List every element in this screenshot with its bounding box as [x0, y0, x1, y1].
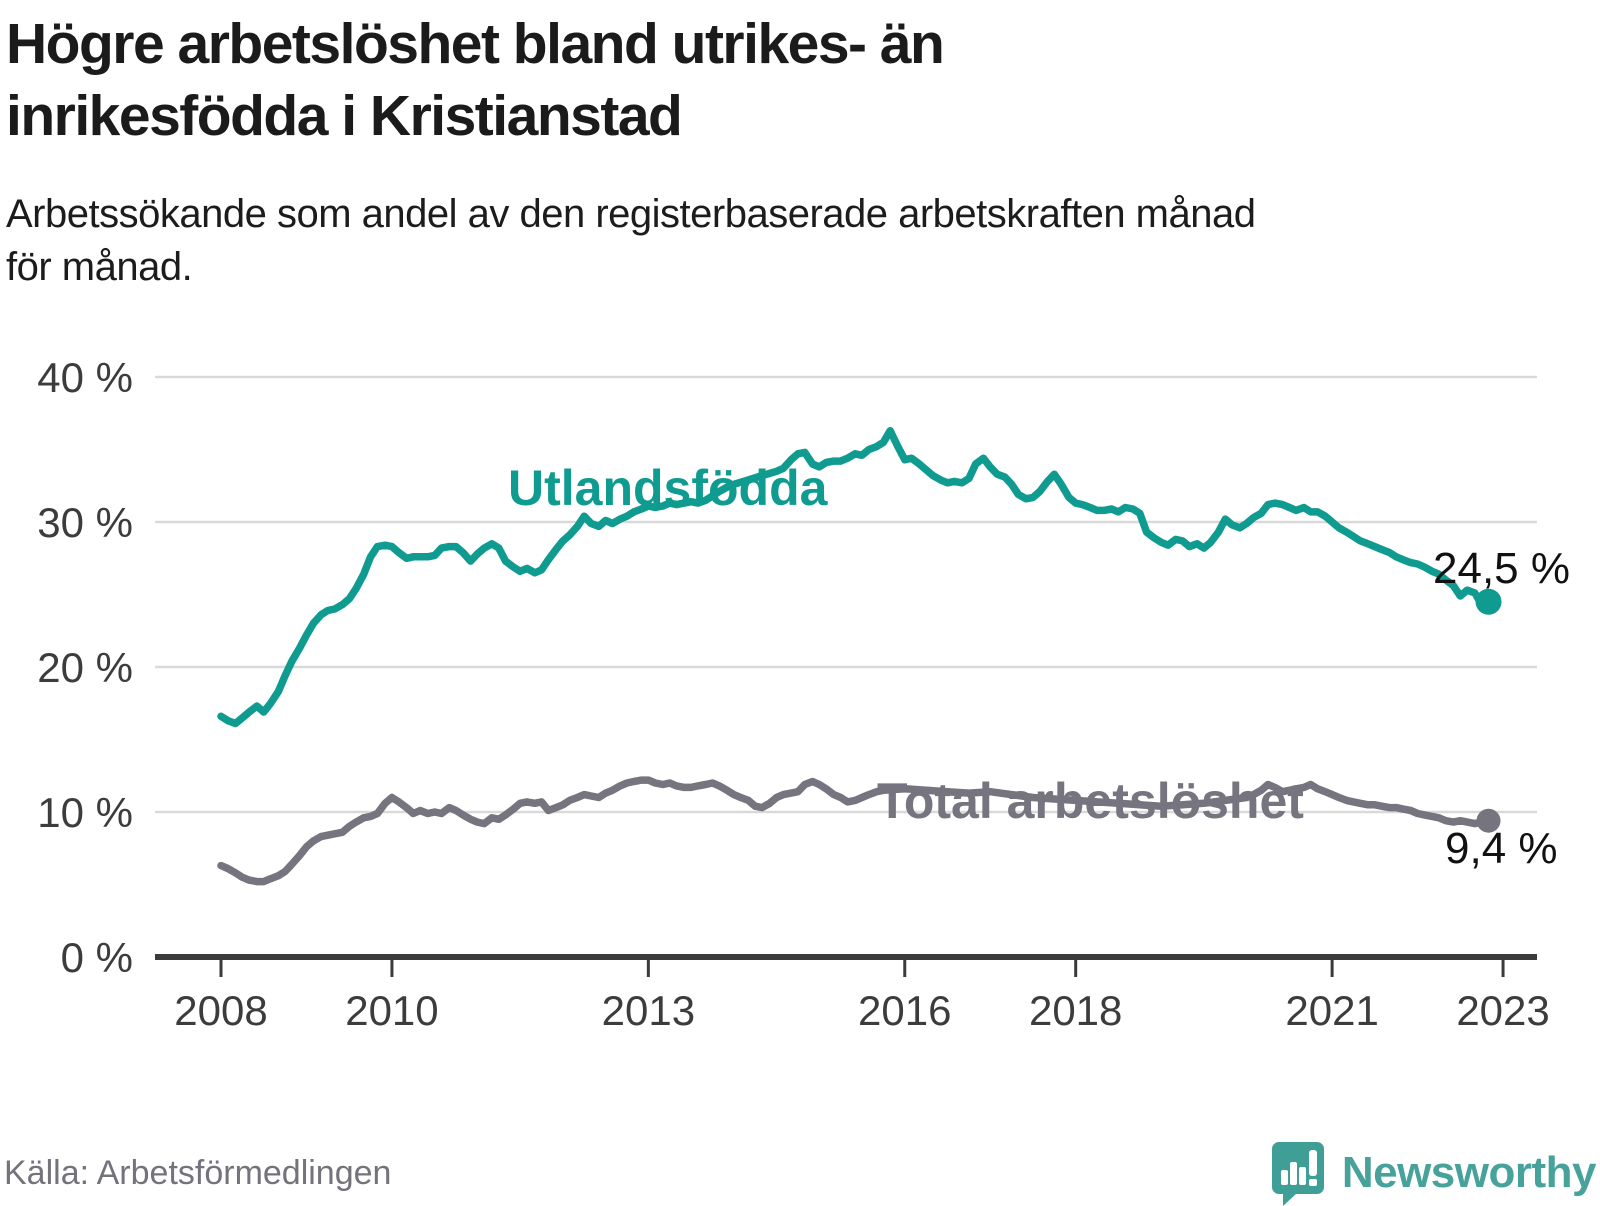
utlandsfodda-series-label: Utlandsfödda — [508, 460, 829, 516]
x-axis-label-2013: 2013 — [602, 987, 695, 1034]
utlandsfodda-end-dot — [1475, 588, 1502, 615]
total-end-dot — [1476, 808, 1501, 833]
subtitle-line-1: Arbetssökande som andel av den registerb… — [6, 192, 1256, 236]
x-axis-label-2021: 2021 — [1285, 987, 1378, 1034]
utlandsfodda-line — [217, 426, 1493, 728]
total-series-label: Total arbetslöshet — [877, 773, 1304, 829]
x-axis-label-2023: 2023 — [1456, 987, 1549, 1034]
chart-footer: Källa: Arbetsförmedlingen Newsworthy — [4, 1140, 1597, 1206]
total-line — [217, 776, 1493, 886]
bar-2 — [1289, 1162, 1297, 1185]
chart-header: Högre arbetslöshet bland utrikes- än inr… — [6, 8, 1566, 294]
subtitle: Arbetssökande som andel av den registerb… — [6, 188, 1566, 294]
newsworthy-wordmark: Newsworthy — [1341, 1148, 1597, 1197]
subtitle-line-2: för månad. — [6, 245, 193, 289]
page-title-line-1: Högre arbetslöshet bland utrikes- än — [6, 12, 945, 76]
x-axis-label-2016: 2016 — [858, 987, 951, 1034]
x-axis-label-2018: 2018 — [1029, 987, 1122, 1034]
exclamation-stem — [1308, 1150, 1317, 1176]
exclamation-dot — [1308, 1179, 1317, 1186]
y-axis-label-20: 20 % — [37, 644, 133, 691]
bar-1 — [1280, 1170, 1288, 1185]
page-title-line-2: inrikesfödda i Kristianstad — [6, 84, 683, 148]
y-axis-label-30: 30 % — [37, 499, 133, 546]
x-axis-label-2008: 2008 — [174, 987, 267, 1034]
source-note: Källa: Arbetsförmedlingen — [4, 1153, 392, 1192]
total-end-value: 9,4 % — [1445, 824, 1558, 873]
page-title: Högre arbetslöshet bland utrikes- än inr… — [6, 8, 1566, 152]
bar-3 — [1298, 1167, 1306, 1185]
newsworthy-logo-icon — [1271, 1142, 1324, 1206]
utlandsfodda-end-value: 24,5 % — [1433, 544, 1570, 593]
x-axis-label-2010: 2010 — [345, 987, 438, 1034]
y-axis-label-10: 10 % — [37, 789, 133, 836]
newsworthy-logo: Newsworthy — [1270, 1140, 1597, 1206]
y-axis-label-40: 40 % — [37, 354, 133, 401]
y-axis-label-0: 0 % — [61, 934, 133, 981]
